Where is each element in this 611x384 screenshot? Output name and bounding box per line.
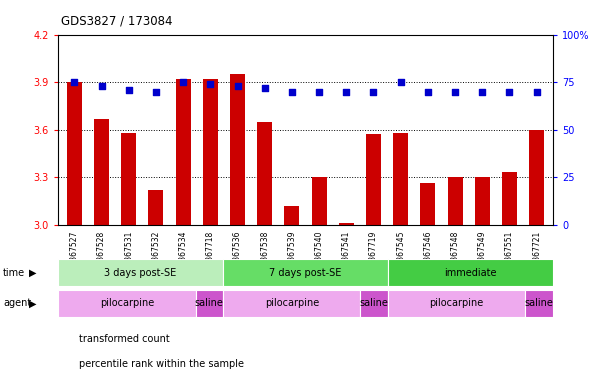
Bar [366,134,381,225]
Bar [223,290,360,317]
Point [314,89,324,95]
Point [505,89,514,95]
Bar [388,259,553,286]
Bar [175,79,191,225]
Point [178,79,188,85]
Text: GDS3827 / 173084: GDS3827 / 173084 [61,15,172,28]
Point [368,89,378,95]
Bar [58,259,223,286]
Bar [230,74,245,225]
Point [233,83,243,89]
Text: saline: saline [195,298,224,308]
Text: ▶: ▶ [29,268,37,278]
Text: percentile rank within the sample: percentile rank within the sample [79,359,244,369]
Bar [339,223,354,225]
Bar [448,177,463,225]
Point [477,89,487,95]
Text: agent: agent [3,298,31,308]
Text: ▶: ▶ [29,298,37,308]
Point [423,89,433,95]
Bar [58,290,196,317]
Bar [257,122,272,225]
Bar [525,290,553,317]
Point [124,87,134,93]
Point [260,85,269,91]
Bar [94,119,109,225]
Point [342,89,351,95]
Bar [360,290,388,317]
Text: pilocarpine: pilocarpine [265,298,319,308]
Bar [121,133,136,225]
Text: 3 days post-SE: 3 days post-SE [104,268,177,278]
Bar [502,172,517,225]
Text: saline: saline [360,298,389,308]
Bar [223,259,388,286]
Bar [196,290,223,317]
Bar [148,190,163,225]
Point [205,81,215,87]
Bar [420,184,436,225]
Text: pilocarpine: pilocarpine [430,298,484,308]
Text: time: time [3,268,25,278]
Bar [285,206,299,225]
Text: saline: saline [525,298,554,308]
Bar [529,130,544,225]
Point [532,89,541,95]
Bar [388,290,525,317]
Bar [475,177,490,225]
Bar [312,177,326,225]
Text: pilocarpine: pilocarpine [100,298,154,308]
Point [450,89,460,95]
Text: transformed count: transformed count [79,334,170,344]
Text: immediate: immediate [444,268,497,278]
Point [97,83,106,89]
Point [70,79,79,85]
Bar [203,79,218,225]
Text: 7 days post-SE: 7 days post-SE [269,268,342,278]
Point [151,89,161,95]
Bar [393,133,408,225]
Bar [67,82,82,225]
Point [396,79,406,85]
Point [287,89,297,95]
